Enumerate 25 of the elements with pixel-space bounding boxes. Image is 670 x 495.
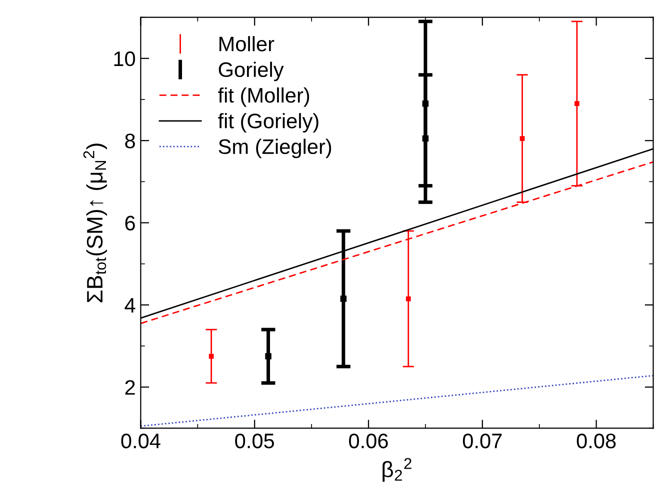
y-tick-label: 10	[114, 51, 136, 66]
x-tick-label: 0.06	[349, 434, 388, 448]
legend-label: fit (Goriely)	[218, 113, 318, 133]
point	[406, 296, 411, 302]
y-tick-label: 6	[125, 216, 135, 231]
legend-label: fit (Moller)	[218, 87, 310, 107]
point	[208, 354, 214, 359]
legend-label: Sm (Ziegler)	[218, 138, 332, 158]
legend-label: Goriely	[218, 62, 284, 82]
point	[340, 296, 347, 302]
point	[265, 353, 272, 360]
x-tick-label: 0.08	[576, 434, 616, 448]
x-axis-title: β$_{2}$$^{2}$	[382, 458, 412, 482]
point	[422, 100, 429, 107]
point	[574, 101, 580, 106]
y-tick-label: 4	[124, 298, 136, 312]
legend-label: Moller	[219, 36, 274, 52]
x-tick-label: 0.07	[462, 434, 502, 448]
x-tick-label: 0.05	[235, 434, 274, 448]
point	[422, 135, 429, 142]
y-tick-label: 8	[125, 134, 135, 148]
x-tick-label: 0.04	[121, 434, 160, 448]
point	[520, 136, 525, 141]
y-tick-label: 2	[125, 380, 135, 395]
y-axis-title: ΣB$_{tot}$(SM)↑ (μ$_{N}$$^{2}$)	[83, 144, 108, 302]
